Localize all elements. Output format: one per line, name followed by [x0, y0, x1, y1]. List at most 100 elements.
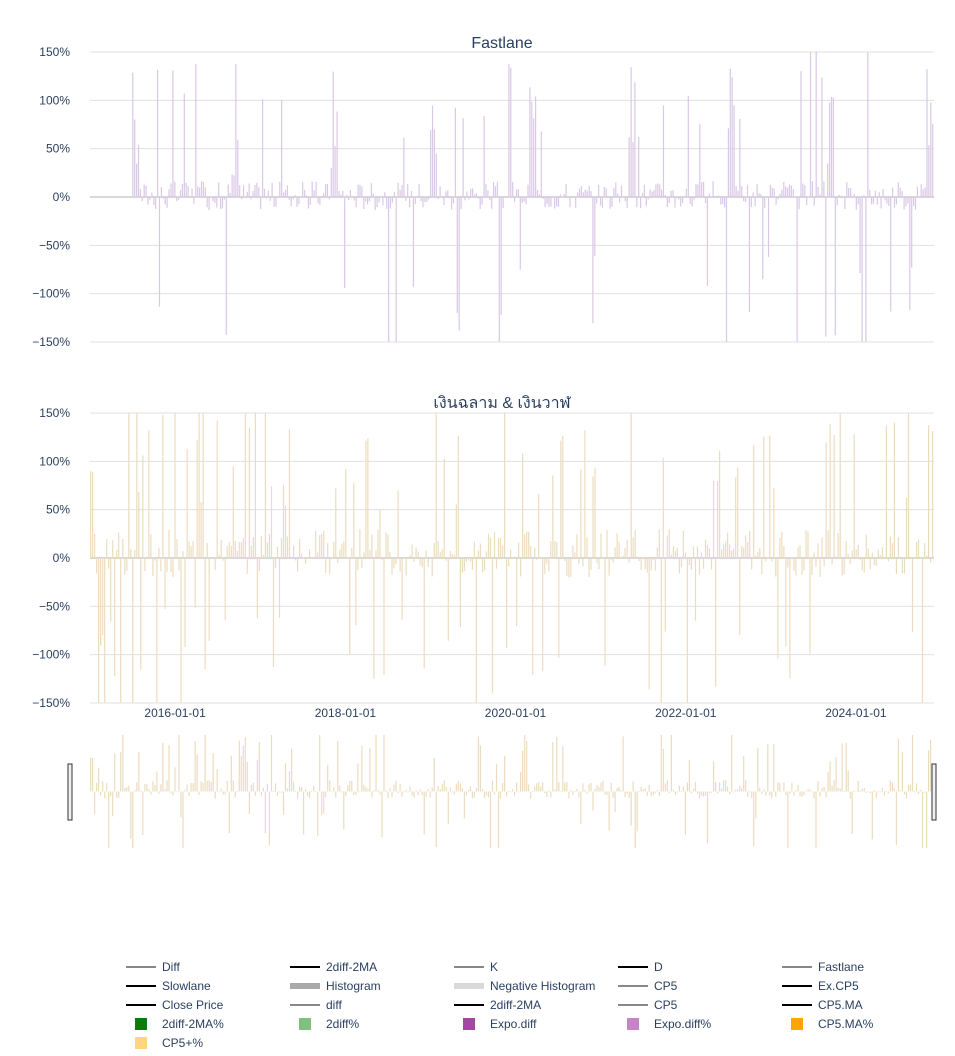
fastlane-panel: Fastlane 150% 100% 50% 0% −50% −100% −150% — [32, 35, 934, 349]
slider-bar — [853, 790, 855, 792]
legend-item[interactable]: Negative Histogram — [454, 976, 618, 995]
bar — [932, 431, 934, 558]
slider-bar — [224, 791, 226, 795]
bar — [751, 558, 753, 570]
legend-label: 2diff-2MA — [326, 959, 378, 974]
bar — [533, 118, 535, 197]
slider-bar — [351, 780, 353, 792]
slider-bar — [164, 789, 166, 792]
legend-item[interactable]: Slowlane — [126, 976, 290, 995]
bar — [787, 558, 789, 568]
bar — [777, 558, 779, 659]
bar — [154, 558, 156, 561]
bar — [678, 558, 680, 574]
bar — [250, 197, 252, 200]
bar — [359, 529, 361, 558]
bar — [124, 558, 126, 575]
slider-bar — [415, 789, 417, 792]
legend-item[interactable]: CP5 — [618, 995, 782, 1014]
slider-bar — [813, 791, 815, 799]
bar — [212, 558, 214, 559]
slider-bar — [377, 790, 379, 792]
legend-item[interactable]: CP5+% — [126, 1033, 290, 1052]
legend-item[interactable]: Fastlane — [782, 957, 946, 976]
slider-bar — [264, 791, 266, 834]
bar — [755, 555, 757, 558]
bar — [384, 192, 386, 197]
legend-item[interactable]: K — [454, 957, 618, 976]
legend-item[interactable]: Expo.diff — [454, 1014, 618, 1033]
bar — [715, 558, 717, 687]
legend-label: Expo.diff — [490, 1016, 537, 1031]
bar — [518, 542, 520, 558]
bar — [530, 546, 532, 558]
legend-item[interactable]: Close Price — [126, 995, 290, 1014]
slider-bar — [140, 790, 142, 792]
bar — [445, 191, 447, 197]
legend-item[interactable]: 2diff-2MA — [290, 957, 454, 976]
bar — [365, 440, 367, 558]
slider-bar — [206, 780, 208, 792]
legend-item[interactable]: 2diff-2MA — [454, 995, 618, 1014]
legend-item[interactable]: Histogram — [290, 976, 454, 995]
slider-bar — [132, 791, 134, 848]
bar — [284, 505, 287, 558]
legend-item[interactable]: diff — [290, 995, 454, 1014]
bar — [132, 72, 134, 197]
bar — [586, 190, 588, 197]
slider-bar — [361, 745, 363, 792]
slider-bar — [208, 780, 210, 792]
slider-bar — [469, 786, 471, 792]
slider-bar — [516, 782, 518, 792]
bar — [552, 475, 554, 558]
bar — [618, 541, 620, 558]
slider-bar — [566, 781, 568, 792]
bar — [680, 558, 682, 568]
bar — [395, 558, 397, 565]
slider-bar — [761, 791, 763, 794]
slider-bar — [554, 789, 556, 792]
legend-label: Ex.CP5 — [818, 978, 859, 993]
range-slider[interactable] — [67, 735, 937, 848]
bar — [674, 197, 676, 208]
bar — [554, 541, 556, 558]
bar — [371, 534, 373, 558]
bar — [481, 558, 484, 573]
legend-item[interactable]: Ex.CP5 — [782, 976, 946, 995]
bar — [326, 184, 329, 197]
legend-item[interactable]: CP5.MA% — [782, 1014, 946, 1033]
bar — [277, 196, 279, 197]
slider-bar — [889, 780, 891, 792]
bar — [905, 497, 908, 558]
bar — [304, 190, 306, 197]
range-slider-right-handle[interactable] — [931, 763, 937, 821]
bar — [281, 99, 283, 197]
bar — [775, 197, 777, 205]
legend-item[interactable]: D — [618, 957, 782, 976]
legend-item[interactable]: CP5 — [618, 976, 782, 995]
bar — [897, 182, 899, 197]
slider-bar — [851, 791, 853, 834]
bar — [805, 530, 807, 558]
slider-bar — [192, 783, 194, 792]
bar — [323, 530, 325, 558]
legend-item[interactable]: 2diff% — [290, 1014, 454, 1033]
slider-bar — [212, 752, 214, 792]
legend-item[interactable]: 2diff-2MA% — [126, 1014, 290, 1033]
slider-bar — [128, 785, 130, 792]
legend-item[interactable]: Diff — [126, 957, 290, 976]
bar — [296, 197, 298, 207]
range-slider-left-handle[interactable] — [67, 763, 73, 821]
bar — [491, 197, 493, 209]
bar — [339, 549, 341, 558]
bar — [465, 558, 467, 562]
bar — [297, 558, 299, 572]
bar — [607, 196, 609, 197]
bar — [887, 558, 889, 562]
slider-bar — [375, 735, 377, 792]
legend-label: K — [490, 959, 499, 974]
bar — [90, 471, 92, 558]
bar — [419, 558, 421, 566]
legend-item[interactable]: CP5.MA — [782, 995, 946, 1014]
legend-item[interactable]: Expo.diff% — [618, 1014, 782, 1033]
